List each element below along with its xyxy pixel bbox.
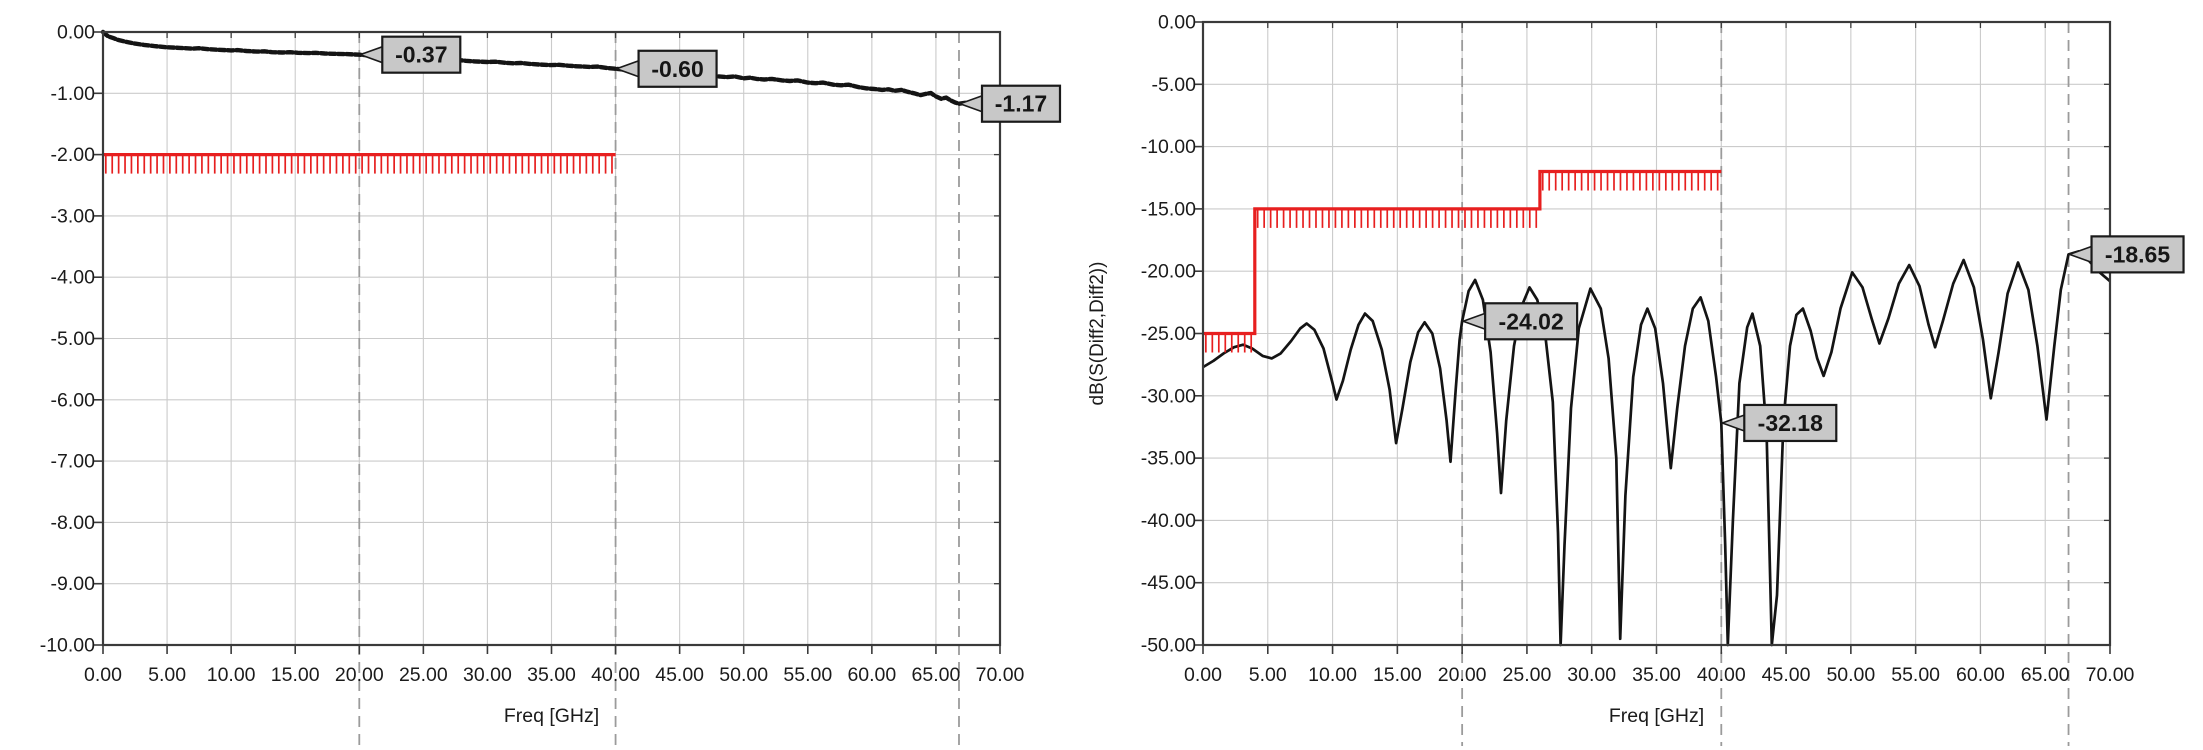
y-tick-label: -40.00 bbox=[1141, 510, 1196, 532]
right-plot-trace bbox=[1202, 249, 2111, 647]
x-tick-label: 40.00 bbox=[591, 664, 640, 686]
y-axis-title: dB(S(Diff2,Diff2)) bbox=[1087, 262, 1108, 406]
y-tick-label: -5.00 bbox=[1152, 74, 1197, 96]
x-tick-label: 25.00 bbox=[399, 664, 448, 686]
x-tick-label: 50.00 bbox=[719, 664, 768, 686]
x-tick-label: 5.00 bbox=[1249, 664, 1287, 686]
y-tick-label: -30.00 bbox=[1141, 385, 1196, 407]
y-tick-label: -6.00 bbox=[51, 389, 96, 411]
marker-callout[interactable]: -0.60 bbox=[614, 49, 718, 88]
x-tick-label: 45.00 bbox=[1762, 664, 1811, 686]
marker-callout[interactable]: -0.37 bbox=[357, 35, 462, 74]
y-tick-label: -10.00 bbox=[40, 635, 95, 657]
marker-value-label: -0.37 bbox=[395, 42, 447, 68]
right-plot-chart: 0.00 5.00 10.00 15.00 20.00 25.00 30.00 35.00 40… bbox=[1087, 12, 2185, 746]
x-tick-label: 5.00 bbox=[148, 664, 186, 686]
y-tick-label: 0.00 bbox=[1158, 12, 1196, 34]
y-tick-label: -9.00 bbox=[51, 573, 96, 595]
marker-value-label: -1.17 bbox=[995, 91, 1047, 117]
x-tick-label: 40.00 bbox=[1697, 664, 1746, 686]
y-tick-label: -7.00 bbox=[51, 451, 96, 473]
marker-value-label: -0.60 bbox=[651, 56, 703, 82]
x-tick-label: 55.00 bbox=[1891, 664, 1940, 686]
left-plot-chart: 0.00 5.00 10.00 15.00 20.00 25.00 30.00 35.00 40… bbox=[40, 22, 1062, 746]
marker-callout-box bbox=[980, 84, 1062, 123]
x-tick-label: 55.00 bbox=[783, 664, 832, 686]
x-tick-label: 35.00 bbox=[527, 664, 576, 686]
x-tick-label: 30.00 bbox=[1567, 664, 1616, 686]
left-plot-axes: 0.00 5.00 10.00 15.00 20.00 25.00 30.00 35.00 40… bbox=[40, 22, 1025, 687]
x-tick-label: 50.00 bbox=[1826, 664, 1875, 686]
x-tick-label: 60.00 bbox=[847, 664, 896, 686]
y-tick-label: 0.00 bbox=[57, 22, 95, 44]
y-tick-label: -50.00 bbox=[1141, 635, 1196, 657]
y-tick-label: -8.00 bbox=[51, 512, 96, 534]
marker-value-label: -24.02 bbox=[1499, 308, 1564, 334]
y-tick-label: -5.00 bbox=[51, 328, 96, 350]
x-tick-label: 65.00 bbox=[912, 664, 961, 686]
x-tick-label: 70.00 bbox=[2086, 664, 2135, 686]
y-tick-label: -4.00 bbox=[51, 267, 96, 289]
marker-callout[interactable]: -18.65 bbox=[2067, 235, 2185, 274]
left-plot-grid bbox=[103, 32, 1000, 645]
x-tick-label: 35.00 bbox=[1632, 664, 1681, 686]
right-plot-limit-line bbox=[1203, 169, 1722, 353]
x-tick-label: 20.00 bbox=[1438, 664, 1487, 686]
y-tick-label: -20.00 bbox=[1141, 261, 1196, 283]
x-tick-label: 70.00 bbox=[976, 664, 1025, 686]
marker-callout-box bbox=[2090, 235, 2185, 274]
y-tick-label: -15.00 bbox=[1141, 198, 1196, 220]
x-axis-title: Freq [GHz] bbox=[1609, 705, 1704, 727]
y-tick-label: -1.00 bbox=[51, 83, 96, 105]
x-tick-label: 10.00 bbox=[1308, 664, 1357, 686]
marker-callout[interactable]: -1.17 bbox=[957, 84, 1062, 123]
marker-callout-box bbox=[1484, 302, 1579, 341]
x-axis-title: Freq [GHz] bbox=[504, 705, 599, 727]
marker-callout-box bbox=[637, 49, 718, 88]
right-plot-axes: 0.00 5.00 10.00 15.00 20.00 25.00 30.00 35.00 40… bbox=[1141, 12, 2135, 687]
x-tick-label: 45.00 bbox=[655, 664, 704, 686]
x-tick-label: 0.00 bbox=[1184, 664, 1222, 686]
marker-callout-box bbox=[381, 35, 462, 74]
x-tick-label: 30.00 bbox=[463, 664, 512, 686]
x-tick-label: 25.00 bbox=[1503, 664, 1552, 686]
left-plot-limit-line bbox=[103, 153, 616, 174]
left-plot-trace bbox=[100, 29, 1003, 109]
x-tick-label: 20.00 bbox=[335, 664, 384, 686]
y-tick-label: -3.00 bbox=[51, 205, 96, 227]
y-tick-label: -10.00 bbox=[1141, 136, 1196, 158]
y-tick-label: -45.00 bbox=[1141, 572, 1196, 594]
y-tick-label: -2.00 bbox=[51, 144, 96, 166]
marker-value-label: -18.65 bbox=[2105, 241, 2170, 267]
marker-callout[interactable]: -32.18 bbox=[1719, 403, 1838, 443]
x-tick-label: 10.00 bbox=[207, 664, 256, 686]
x-tick-label: 15.00 bbox=[1373, 664, 1422, 686]
y-tick-label: -35.00 bbox=[1141, 448, 1196, 470]
x-tick-label: 0.00 bbox=[84, 664, 122, 686]
x-tick-label: 60.00 bbox=[1956, 664, 2005, 686]
marker-value-label: -32.18 bbox=[1758, 410, 1823, 436]
x-tick-label: 15.00 bbox=[271, 664, 320, 686]
marker-callout-box bbox=[1743, 403, 1838, 443]
x-tick-label: 65.00 bbox=[2021, 664, 2070, 686]
y-tick-label: -25.00 bbox=[1141, 323, 1196, 345]
marker-callout[interactable]: -24.02 bbox=[1460, 302, 1579, 341]
